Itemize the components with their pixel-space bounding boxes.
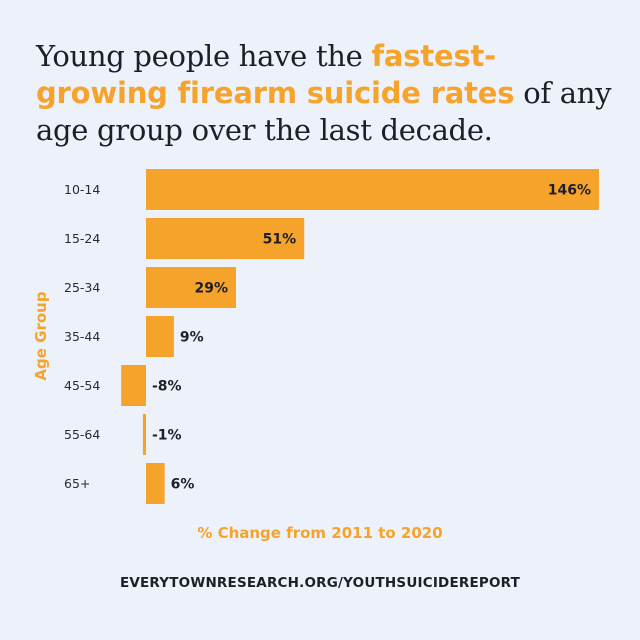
category-label-45-54: 45-54 xyxy=(64,378,100,393)
value-label-25-34: 29% xyxy=(194,281,228,297)
bar-15-24 xyxy=(146,218,305,259)
value-label-15-24: 51% xyxy=(263,232,297,248)
y-axis-title: Age Group xyxy=(32,291,50,380)
value-label-55-64: -1% xyxy=(152,428,182,444)
category-label-55-64: 55-64 xyxy=(64,427,100,442)
source-url: EVERYTOWNRESEARCH.ORG/YOUTHSUICIDEREPORT xyxy=(119,575,521,591)
category-label-25-34: 25-34 xyxy=(64,280,100,295)
value-label-35-44: 9% xyxy=(180,330,204,346)
bar-35-44 xyxy=(146,316,174,357)
bar-65+ xyxy=(146,463,165,504)
title-part-2: of any age group over the last decade. xyxy=(36,76,612,147)
value-label-45-54: -8% xyxy=(152,379,182,395)
bar-chart: Age Group % Change from 2011 to 2020 10-… xyxy=(32,169,599,542)
bar-45-54 xyxy=(121,365,146,406)
bar-25-34 xyxy=(146,267,236,308)
bar-10-14 xyxy=(146,169,599,210)
bar-55-64 xyxy=(142,414,146,455)
category-label-35-44: 35-44 xyxy=(64,329,100,344)
value-label-65+: 6% xyxy=(171,477,195,493)
category-label-65+: 65+ xyxy=(64,476,90,491)
title-highlight: fastest-growing firearm suicide rates xyxy=(36,39,515,110)
title-part-1: Young people have the xyxy=(36,39,372,73)
x-axis-title: % Change from 2011 to 2020 xyxy=(197,524,442,542)
category-label-10-14: 10-14 xyxy=(64,182,100,197)
chart-title: Young people have the fastest-growing fi… xyxy=(36,38,616,149)
value-label-10-14: 146% xyxy=(548,183,591,199)
category-label-15-24: 15-24 xyxy=(64,231,100,246)
bars-group: 10-14 146% 15-24 51% 25-34 29% 35-44 9% 45-54 -8%… xyxy=(64,169,599,504)
